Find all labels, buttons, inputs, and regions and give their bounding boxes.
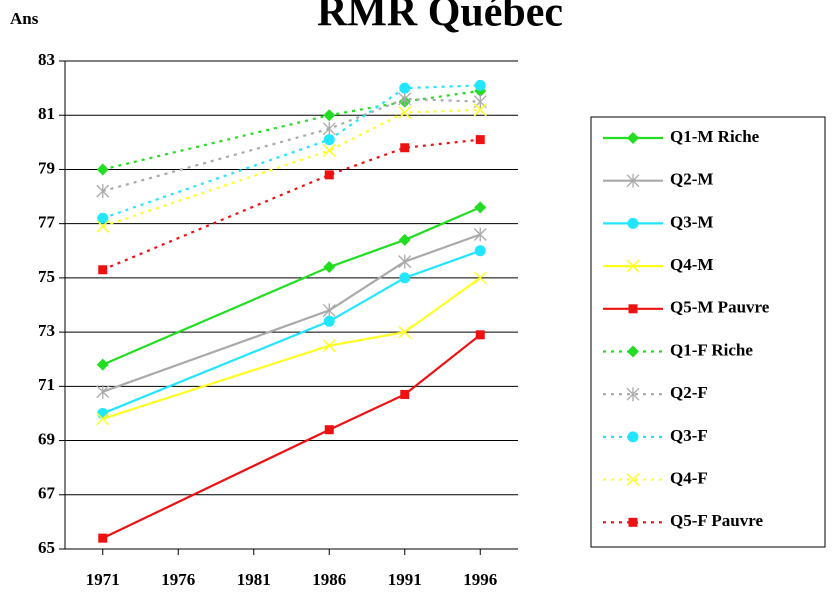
marker (474, 245, 486, 257)
legend-label: Q5-F Pauvre (670, 511, 763, 530)
series-line (102, 89, 481, 171)
legend-label: Q2-F (670, 383, 708, 402)
y-tick-label: 69 (38, 429, 55, 448)
marker (398, 233, 411, 246)
marker (96, 184, 110, 199)
marker (475, 135, 485, 145)
marker (322, 339, 336, 353)
marker (474, 201, 487, 214)
legend-label: Q4-M (670, 255, 713, 274)
marker (98, 265, 108, 275)
marker (474, 79, 486, 91)
legend-label: Q5-M Pauvre (670, 298, 770, 317)
y-tick-label: 67 (38, 484, 56, 503)
marker (400, 143, 410, 153)
marker (475, 330, 485, 340)
marker (96, 412, 110, 426)
y-tick-label: 77 (38, 213, 56, 232)
series-line (102, 108, 481, 228)
y-tick-label: 79 (38, 158, 55, 177)
marker (323, 261, 336, 274)
legend-label: Q1-F Riche (670, 340, 753, 359)
marker (398, 105, 412, 120)
legend-label: Q1-M Riche (670, 127, 760, 146)
marker (627, 345, 639, 358)
marker (96, 219, 110, 233)
series-line (102, 233, 481, 393)
marker (473, 227, 487, 242)
marker (324, 425, 334, 435)
x-tick-label: 1991 (388, 570, 422, 589)
x-tick-label: 1981 (237, 570, 271, 589)
y-tick-label: 81 (38, 104, 55, 123)
marker (627, 217, 639, 229)
marker (627, 132, 639, 144)
marker (400, 389, 410, 399)
marker (399, 82, 411, 94)
legend-box (590, 116, 826, 548)
legend-label: Q3-F (670, 426, 708, 445)
series-line (102, 276, 481, 420)
y-tick-label: 71 (38, 375, 55, 394)
legend-label: Q2-M (670, 170, 713, 189)
marker (324, 170, 334, 180)
y-tick-label: 75 (38, 267, 55, 286)
marker (626, 473, 640, 487)
marker (473, 271, 487, 285)
marker (626, 259, 640, 273)
marker (398, 254, 412, 269)
chart-title: RMR Québec (317, 0, 563, 36)
marker (97, 212, 109, 224)
series-line (102, 333, 481, 540)
y-axis-label: Ans (10, 9, 39, 28)
marker (323, 134, 335, 146)
marker (626, 387, 640, 402)
marker (322, 143, 336, 157)
marker (98, 533, 108, 543)
marker (628, 304, 638, 314)
marker (628, 517, 638, 527)
marker (96, 163, 109, 176)
marker (323, 315, 335, 327)
marker (626, 173, 640, 188)
legend-label: Q4-F (670, 469, 708, 488)
marker (398, 91, 412, 106)
x-tick-label: 1996 (463, 570, 497, 589)
y-tick-label: 65 (38, 538, 55, 557)
y-tick-label: 83 (38, 50, 55, 69)
marker (398, 325, 412, 339)
marker (399, 272, 411, 284)
marker (322, 121, 336, 136)
legend-label: Q3-M (670, 212, 713, 231)
series-line (102, 249, 481, 415)
marker (473, 103, 487, 117)
marker (627, 431, 639, 443)
marker (323, 109, 336, 122)
x-tick-label: 1986 (312, 570, 346, 589)
x-tick-label: 1976 (161, 570, 195, 589)
marker (322, 303, 336, 318)
x-tick-label: 1971 (86, 570, 120, 589)
y-tick-label: 73 (38, 321, 55, 340)
marker (96, 384, 110, 399)
series-line (102, 97, 481, 193)
series-line (102, 84, 481, 220)
series-line (102, 138, 481, 271)
series-line (102, 206, 481, 366)
marker (96, 358, 109, 371)
